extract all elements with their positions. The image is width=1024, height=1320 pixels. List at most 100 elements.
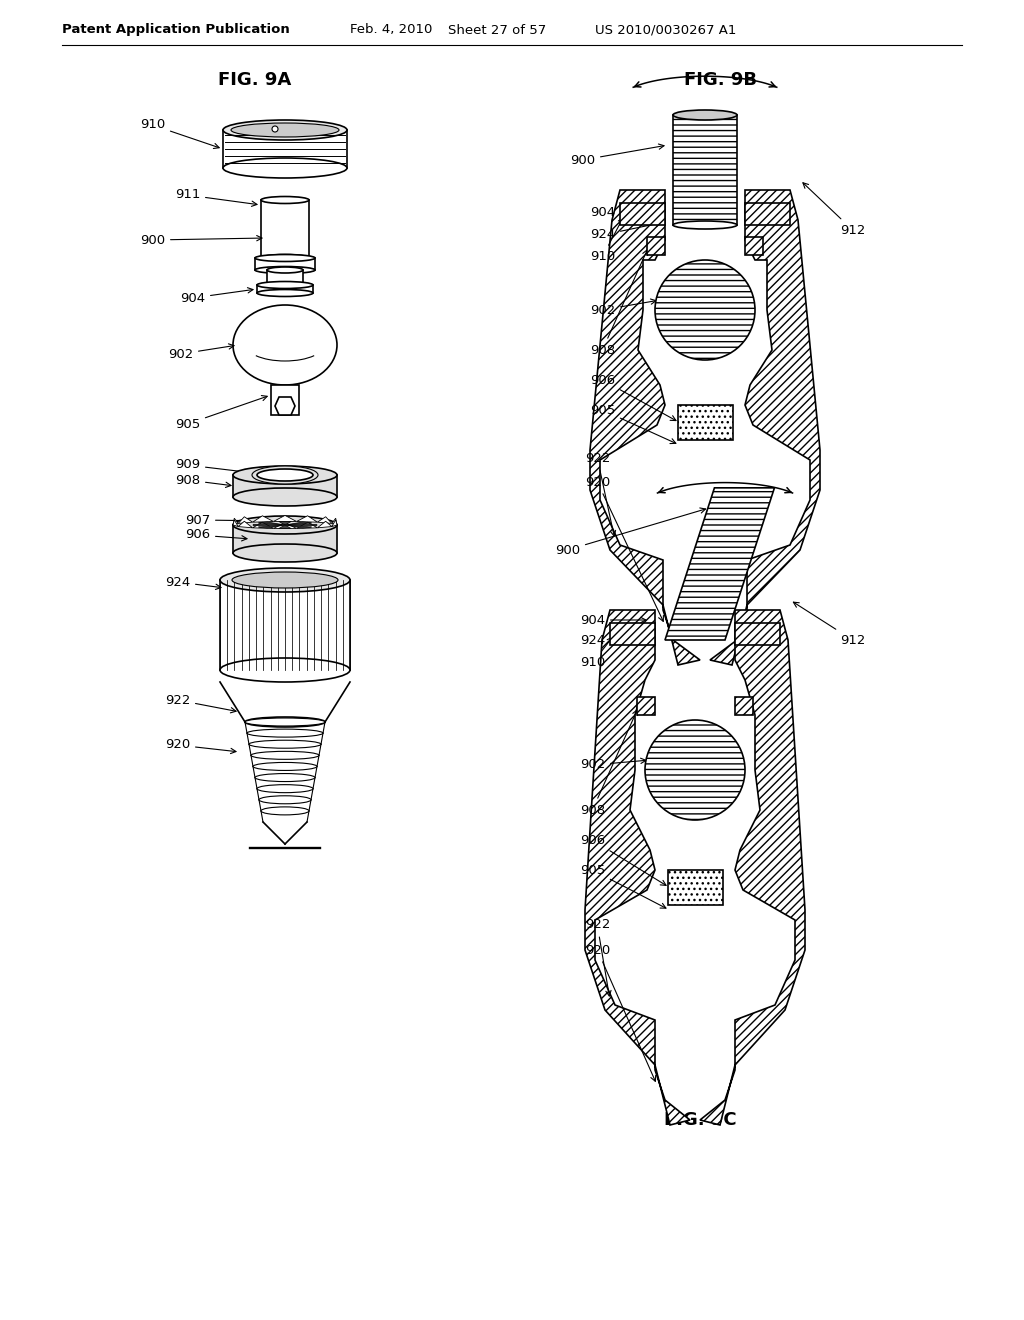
Polygon shape	[285, 524, 317, 525]
Ellipse shape	[223, 158, 347, 178]
Polygon shape	[275, 397, 295, 414]
Polygon shape	[285, 521, 311, 525]
Text: 909: 909	[175, 458, 250, 474]
Text: 905: 905	[590, 404, 676, 444]
Text: 912: 912	[803, 182, 865, 236]
Polygon shape	[700, 610, 805, 1125]
Circle shape	[655, 260, 755, 360]
Polygon shape	[297, 516, 317, 523]
Ellipse shape	[255, 774, 315, 781]
Circle shape	[272, 125, 278, 132]
Text: 902: 902	[590, 300, 656, 317]
Text: Patent Application Publication: Patent Application Publication	[62, 24, 290, 37]
Polygon shape	[585, 610, 690, 1125]
Bar	[678, 405, 732, 440]
Ellipse shape	[261, 197, 309, 203]
Bar	[647, 238, 665, 255]
Text: 902: 902	[580, 758, 646, 771]
Polygon shape	[233, 519, 239, 525]
Ellipse shape	[220, 657, 350, 682]
Polygon shape	[710, 190, 820, 665]
Ellipse shape	[233, 516, 337, 535]
Polygon shape	[233, 520, 239, 527]
Polygon shape	[253, 516, 273, 523]
Bar	[745, 203, 790, 224]
Text: 900: 900	[140, 234, 262, 247]
Text: 922: 922	[165, 693, 237, 713]
Text: 920: 920	[585, 475, 664, 622]
Bar	[267, 271, 303, 285]
Ellipse shape	[267, 282, 303, 288]
Polygon shape	[258, 525, 285, 528]
Text: 902: 902	[168, 343, 234, 360]
Bar	[620, 203, 665, 224]
Bar	[261, 201, 309, 257]
Text: 908: 908	[580, 710, 638, 817]
Bar	[271, 385, 299, 414]
Ellipse shape	[253, 763, 317, 771]
Bar	[745, 238, 763, 255]
Bar	[257, 285, 313, 293]
Bar	[233, 475, 337, 498]
Polygon shape	[239, 516, 253, 524]
Ellipse shape	[257, 469, 313, 480]
Text: FIG. 9B: FIG. 9B	[683, 71, 757, 88]
Ellipse shape	[673, 220, 737, 228]
Text: 924: 924	[165, 576, 221, 590]
Polygon shape	[273, 515, 297, 521]
Text: 906: 906	[590, 374, 676, 421]
Bar	[255, 257, 315, 271]
Ellipse shape	[232, 572, 338, 587]
Polygon shape	[285, 525, 311, 528]
Ellipse shape	[245, 718, 325, 726]
Text: 912: 912	[794, 602, 865, 647]
Polygon shape	[665, 488, 774, 640]
Text: 907: 907	[184, 513, 276, 527]
Ellipse shape	[247, 729, 323, 737]
Ellipse shape	[255, 255, 315, 261]
Polygon shape	[273, 523, 297, 528]
Polygon shape	[332, 519, 337, 525]
Text: 906: 906	[580, 833, 666, 886]
Bar	[637, 697, 655, 715]
Ellipse shape	[233, 488, 337, 506]
Text: 922: 922	[585, 451, 615, 536]
Polygon shape	[279, 525, 291, 528]
Ellipse shape	[257, 784, 313, 793]
Ellipse shape	[257, 281, 313, 289]
Text: Sheet 27 of 57: Sheet 27 of 57	[449, 24, 546, 37]
Text: 908: 908	[175, 474, 231, 487]
Text: 900: 900	[570, 144, 664, 166]
Bar	[668, 870, 723, 906]
Ellipse shape	[223, 120, 347, 140]
Text: 920: 920	[165, 738, 236, 754]
Polygon shape	[258, 521, 285, 525]
Bar	[220, 579, 350, 671]
Polygon shape	[253, 523, 273, 528]
Ellipse shape	[261, 255, 309, 261]
Ellipse shape	[261, 807, 309, 814]
Bar	[735, 623, 780, 645]
Text: 924: 924	[590, 222, 662, 242]
Ellipse shape	[245, 717, 325, 727]
Polygon shape	[239, 521, 253, 528]
Polygon shape	[332, 520, 337, 527]
Text: Feb. 4, 2010: Feb. 4, 2010	[350, 24, 432, 37]
Text: FIG. 9C: FIG. 9C	[664, 1111, 736, 1129]
Bar	[673, 115, 737, 224]
Polygon shape	[317, 521, 332, 528]
Text: 904: 904	[180, 288, 253, 305]
Bar	[233, 525, 337, 553]
Polygon shape	[317, 516, 332, 524]
Text: 911: 911	[175, 189, 257, 206]
Bar	[735, 697, 753, 715]
Text: 910: 910	[580, 638, 612, 669]
Ellipse shape	[233, 305, 337, 385]
Bar	[223, 129, 347, 168]
Ellipse shape	[231, 123, 339, 137]
Polygon shape	[279, 521, 291, 525]
Text: 922: 922	[585, 919, 611, 997]
Text: 905: 905	[580, 863, 666, 908]
Polygon shape	[297, 523, 317, 528]
Bar	[610, 623, 655, 645]
